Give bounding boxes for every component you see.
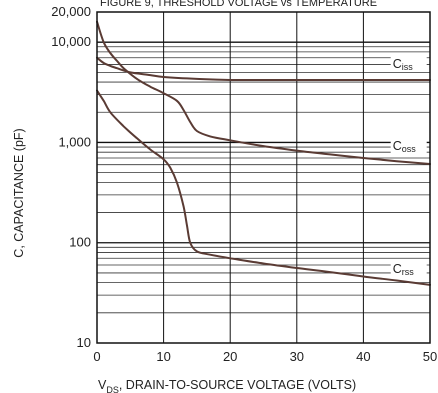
- x-axis-label: VDS, DRAIN-TO-SOURCE VOLTAGE (VOLTS): [98, 378, 356, 393]
- x-tick-label: 0: [93, 349, 100, 364]
- x-tick-labels: 0 10 20 30 40 50: [93, 349, 437, 364]
- top-title: FIGURE 9, THRESHOLD VOLTAGE vs TEMPERATU…: [100, 0, 377, 9]
- x-tick-label: 50: [423, 349, 437, 364]
- x-tick-label: 10: [156, 349, 170, 364]
- x-axis-label-subscript: DS: [106, 385, 119, 393]
- y-tick-label: 100: [69, 235, 91, 250]
- y-tick-label: 1,000: [58, 134, 91, 149]
- x-axis-label-prefix: V: [98, 378, 107, 392]
- series-line-ciss: [96, 56, 431, 82]
- series-label-ciss: Ciss: [393, 57, 414, 72]
- series-label-bg: [390, 55, 427, 71]
- y-tick-label: 10,000: [51, 34, 91, 49]
- plot-frame: [96, 11, 431, 344]
- series-line-crss: [96, 89, 431, 286]
- y-tick-labels: 10 100 1,000 10,000 20,000: [51, 4, 91, 350]
- x-tick-label: 30: [290, 349, 304, 364]
- series-label-bg: [390, 138, 427, 154]
- series-label-coss: Coss: [393, 139, 417, 154]
- y-axis-label: C, CAPACITANCE (pF): [12, 128, 26, 257]
- series-label-bg: [390, 261, 427, 277]
- x-tick-label: 20: [223, 349, 237, 364]
- series-label-main: C: [393, 57, 402, 71]
- series-label-subscript: iss: [402, 62, 413, 72]
- series-label-subscript: oss: [402, 144, 417, 154]
- series-label-main: C: [393, 139, 402, 153]
- y-tick-label: 10: [77, 335, 91, 350]
- series-label-subscript: rss: [402, 267, 414, 277]
- series-line-coss: [96, 20, 431, 165]
- y-tick-label: 20,000: [51, 4, 91, 19]
- series-label-main: C: [393, 262, 402, 276]
- x-axis-label-suffix: , DRAIN-TO-SOURCE VOLTAGE (VOLTS): [119, 378, 356, 392]
- curves: [96, 20, 431, 286]
- x-tick-label: 40: [356, 349, 370, 364]
- series-label-crss: Crss: [393, 262, 415, 277]
- grid: [97, 11, 430, 343]
